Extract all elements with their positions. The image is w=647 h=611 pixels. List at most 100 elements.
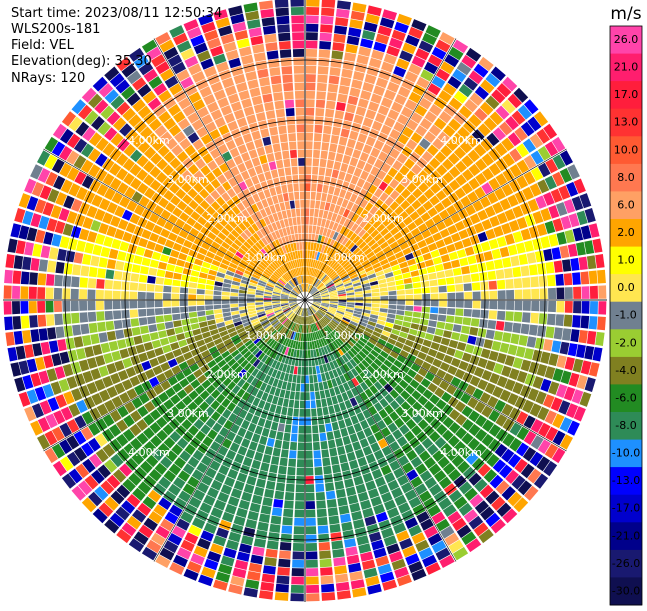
range-gate: [138, 283, 147, 291]
range-gate: [524, 485, 539, 501]
range-gate: [242, 336, 251, 344]
range-gate: [318, 272, 325, 280]
range-gate: [288, 192, 295, 201]
range-gate: [213, 499, 226, 511]
range-gate: [292, 289, 299, 295]
range-gate: [447, 365, 458, 376]
range-gate: [306, 543, 318, 552]
range-gate: [243, 483, 255, 494]
range-gate: [305, 308, 308, 317]
range-gate: [129, 423, 142, 437]
range-gate: [355, 384, 364, 394]
range-gate: [193, 369, 203, 379]
range-gate: [381, 61, 394, 73]
range-gate: [485, 512, 501, 527]
range-gate: [26, 196, 39, 211]
range-gate: [439, 228, 450, 238]
range-gate: [207, 160, 218, 171]
range-gate: [436, 164, 448, 176]
range-gate: [284, 424, 292, 433]
range-gate: [452, 68, 467, 83]
range-gate: [308, 316, 312, 324]
range-gate: [320, 329, 326, 337]
range-gate: [193, 170, 205, 182]
range-gate: [332, 251, 339, 260]
range-gate: [344, 417, 353, 427]
range-gate: [326, 92, 337, 101]
range-gate: [202, 436, 214, 447]
range-gate: [225, 449, 237, 461]
range-gate: [143, 341, 154, 351]
range-gate: [61, 473, 77, 489]
range-gate: [287, 271, 293, 279]
range-gate: [193, 353, 204, 363]
range-gate: [373, 449, 385, 461]
range-gate: [363, 344, 373, 353]
range-gate: [104, 459, 118, 473]
range-gate: [184, 144, 196, 157]
range-gate: [413, 373, 424, 383]
range-gate: [167, 54, 183, 67]
range-gate: [86, 382, 98, 395]
range-gate: [158, 261, 168, 270]
range-gate: [332, 359, 339, 369]
range-gate: [227, 233, 237, 242]
range-gate: [138, 309, 147, 317]
ring-label: 3.00km: [401, 407, 443, 420]
range-gate: [530, 435, 544, 450]
range-gate: [417, 223, 428, 233]
range-gate: [71, 312, 80, 324]
range-gate: [522, 289, 531, 300]
range-gate: [88, 132, 103, 147]
range-gate: [399, 349, 409, 358]
range-gate: [205, 305, 214, 311]
range-gate: [458, 229, 469, 240]
range-gate: [506, 289, 515, 300]
range-gate: [111, 192, 123, 204]
range-gate: [95, 355, 106, 367]
range-gate: [163, 470, 177, 483]
range-gate: [66, 376, 78, 389]
range-gate: [277, 397, 284, 406]
range-gate: [80, 323, 90, 335]
range-gate: [274, 387, 281, 397]
range-gate: [325, 168, 333, 177]
range-gate: [47, 397, 60, 412]
range-gate: [251, 157, 261, 167]
range-gate: [489, 474, 504, 489]
range-gate: [305, 450, 313, 459]
range-gate: [106, 259, 117, 270]
range-gate: [222, 438, 233, 449]
range-gate: [434, 202, 445, 213]
range-gate: [563, 314, 573, 327]
range-gate: [198, 574, 214, 587]
range-gate: [310, 242, 314, 251]
range-gate: [63, 325, 73, 337]
range-gate: [172, 313, 181, 321]
range-gate: [262, 259, 270, 267]
range-gate: [225, 323, 235, 330]
range-gate: [76, 348, 86, 360]
range-gate: [430, 307, 439, 314]
range-gate: [406, 182, 417, 193]
range-gate: [131, 135, 145, 148]
range-gate: [157, 442, 170, 455]
range-gate: [392, 269, 402, 276]
range-gate: [280, 255, 286, 264]
range-gate: [464, 291, 473, 300]
range-gate: [268, 532, 280, 542]
range-gate: [328, 309, 336, 314]
range-gate: [548, 233, 559, 247]
range-gate: [359, 199, 369, 209]
range-gate: [308, 307, 313, 315]
range-gate: [438, 111, 452, 124]
range-gate: [324, 202, 331, 211]
range-gate: [59, 439, 73, 455]
range-gate: [266, 50, 279, 60]
range-gate: [333, 33, 346, 43]
range-gate: [367, 273, 377, 279]
range-gate: [477, 463, 491, 477]
range-gate: [202, 153, 214, 164]
range-gate: [210, 400, 221, 410]
range-gate: [255, 292, 264, 296]
